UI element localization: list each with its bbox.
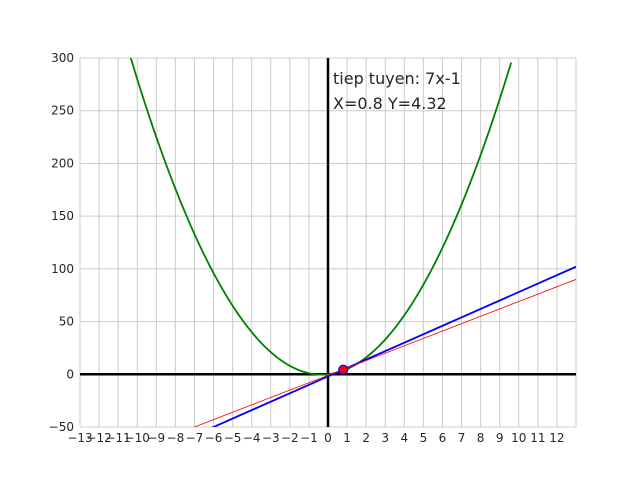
y-tick-label: 150: [51, 209, 74, 223]
x-tick-label: −6: [205, 431, 223, 445]
x-tick-label: −4: [243, 431, 261, 445]
x-tick-label: −3: [262, 431, 280, 445]
x-tick-label: 4: [400, 431, 408, 445]
x-tick-label: 6: [439, 431, 447, 445]
x-tick-label: 11: [530, 431, 545, 445]
x-tick-label: −1: [300, 431, 318, 445]
x-tick-label: −13: [67, 431, 92, 445]
axes-lines: [80, 58, 576, 427]
y-tick-label: 300: [51, 51, 74, 65]
annotation-line-1: tiep tuyen: 7x-1: [333, 69, 461, 88]
annotation-line-2: X=0.8 Y=4.32: [333, 94, 447, 113]
x-tick-label: −12: [86, 431, 111, 445]
blue-line: [211, 265, 576, 427]
series: [129, 58, 576, 427]
tick-labels: −13−12−11−10−9 −8 −7 −6 −5 −4 −3 −2 −1 0 1 2 3 4 5 6 7 8 9…: [49, 51, 565, 445]
y-tick-label: −50: [49, 420, 74, 434]
y-tick-label: 250: [51, 104, 74, 118]
x-tick-label: −9: [147, 431, 165, 445]
x-tick-label: 7: [458, 431, 466, 445]
tangent-point-marker: [338, 364, 349, 375]
x-tick-label: −10: [125, 431, 150, 445]
y-tick-label: 0: [66, 367, 74, 381]
x-tick-label: 3: [381, 431, 389, 445]
x-tick-label: 12: [549, 431, 564, 445]
points: [338, 364, 349, 375]
y-tick-label: 50: [59, 315, 74, 329]
x-tick-label: 1: [343, 431, 351, 445]
x-tick-label: 9: [496, 431, 504, 445]
x-tick-label: 2: [362, 431, 370, 445]
x-tick-label: −8: [167, 431, 185, 445]
x-tick-label: −7: [186, 431, 204, 445]
tangent-line: [193, 279, 576, 427]
y-tick-label: 100: [51, 262, 74, 276]
x-tick-label: 8: [477, 431, 485, 445]
x-tick-label: 5: [420, 431, 428, 445]
x-tick-label: −5: [224, 431, 242, 445]
y-tick-label: 200: [51, 156, 74, 170]
parabola-line: [129, 58, 513, 376]
x-tick-label: 0: [324, 431, 332, 445]
x-tick-label: −11: [105, 431, 130, 445]
x-tick-label: 10: [511, 431, 526, 445]
x-tick-label: −2: [281, 431, 299, 445]
